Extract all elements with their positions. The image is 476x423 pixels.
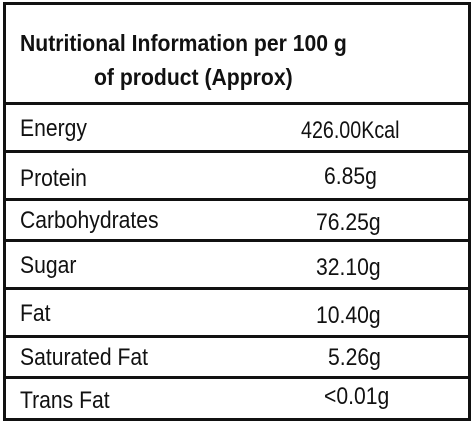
table-row-saturated-fat: Saturated Fat 5.26g — [6, 338, 468, 379]
header-title-line-1: Nutritional Information per 100 g — [20, 30, 347, 56]
nutrition-table: Nutritional Information per 100 g of pro… — [3, 2, 471, 421]
nutrient-name: Carbohydrates — [20, 207, 159, 234]
nutrient-value: 10.40g — [316, 302, 381, 329]
table-row-carbohydrates: Carbohydrates 76.25g — [6, 201, 468, 242]
nutrient-name: Trans Fat — [20, 387, 110, 414]
table-row-fat: Fat 10.40g — [6, 290, 468, 338]
nutrient-value: <0.01g — [324, 383, 390, 410]
nutrient-name: Saturated Fat — [20, 344, 148, 371]
nutrient-value: 6.85g — [324, 163, 377, 190]
table-row-trans-fat: Trans Fat <0.01g — [6, 379, 468, 418]
table-row-energy: Energy 426.00Kcal — [6, 105, 468, 153]
table-header: Nutritional Information per 100 g of pro… — [6, 5, 468, 105]
table-row-sugar: Sugar 32.10g — [6, 242, 468, 290]
nutrient-value: 32.10g — [316, 254, 381, 281]
header-title-line-2: of product (Approx) — [94, 64, 293, 90]
nutrient-name: Fat — [20, 300, 51, 327]
nutrient-value: 5.26g — [328, 344, 381, 371]
nutrient-value: 76.25g — [316, 209, 381, 236]
nutrient-value: 426.00Kcal — [301, 117, 400, 144]
table-row-protein: Protein 6.85g — [6, 153, 468, 201]
nutrient-name: Energy — [20, 115, 87, 142]
nutrient-name: Sugar — [20, 252, 77, 279]
nutrient-name: Protein — [20, 165, 87, 192]
